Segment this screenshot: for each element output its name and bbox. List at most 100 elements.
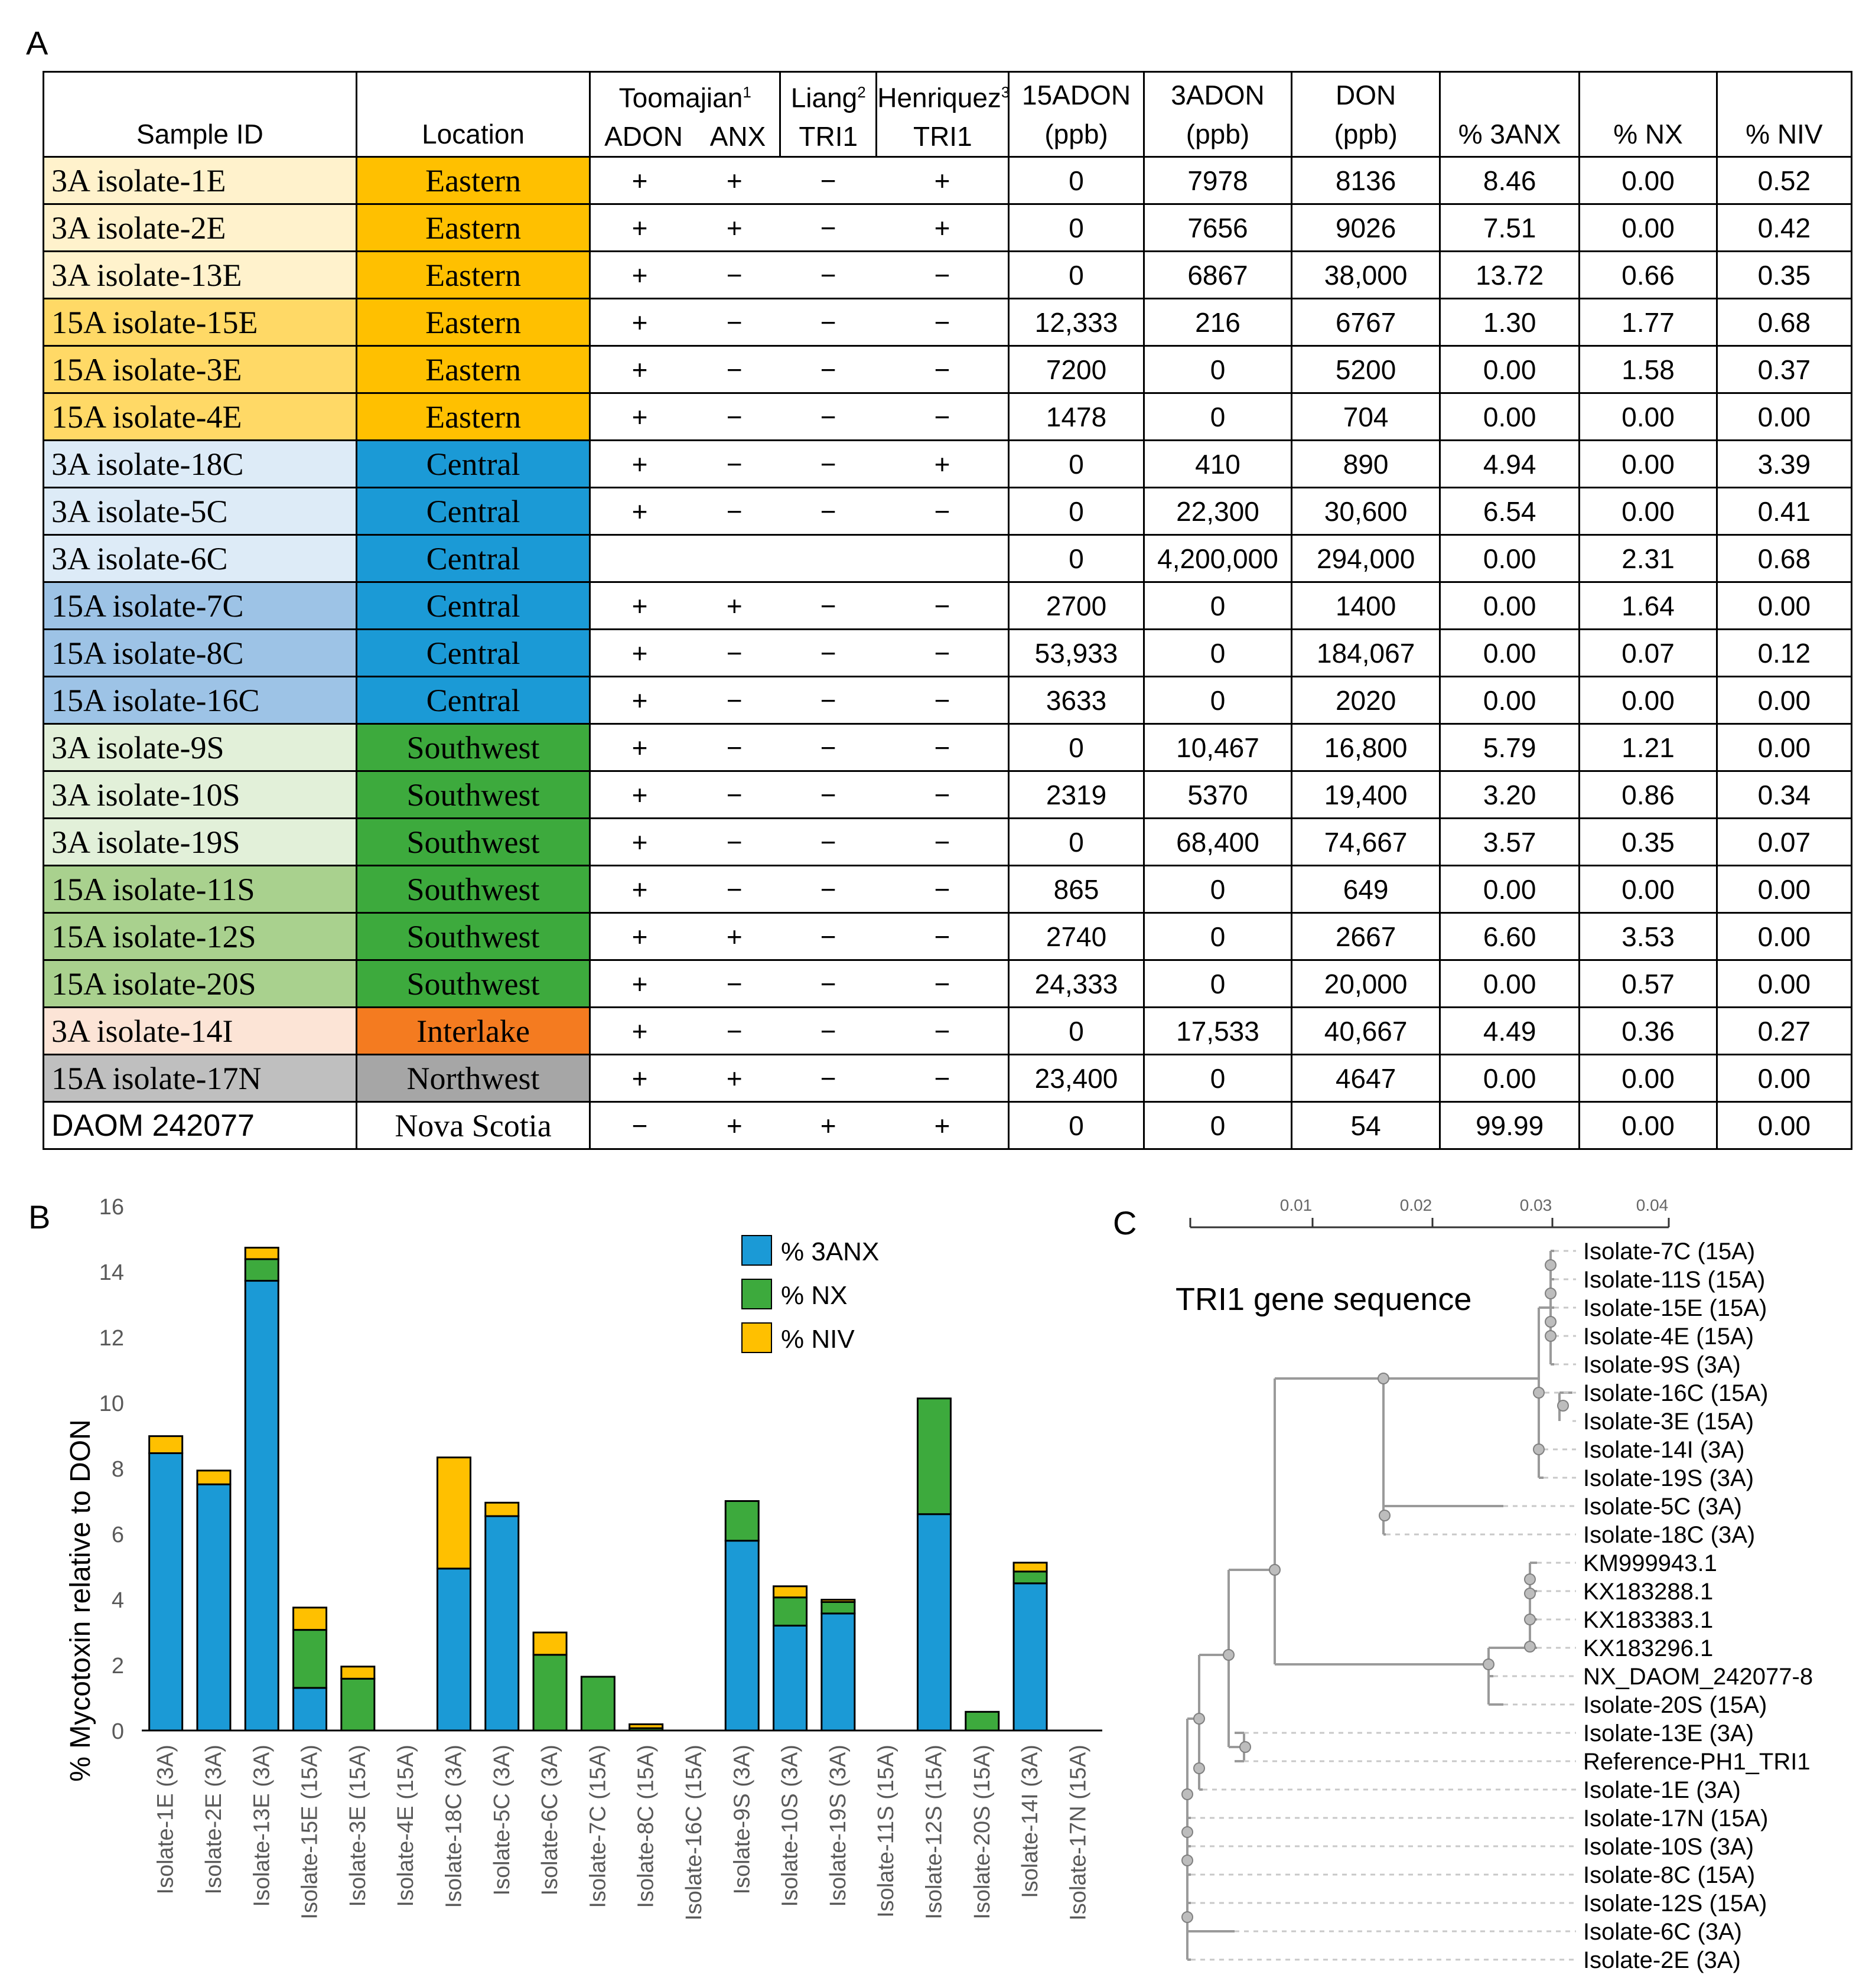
a3-cell: 0 — [1142, 345, 1293, 395]
pnx-cell: 0.57 — [1578, 959, 1718, 1009]
anx-cell: − — [688, 676, 780, 725]
tree-branches — [1186, 1250, 1572, 1961]
don-cell: 30,600 — [1291, 487, 1441, 536]
table-row: 3A isolate-1E Eastern + + − +0 7978 8136 8.46 0.0… — [43, 156, 1853, 206]
a3-cell: 0 — [1142, 581, 1293, 631]
henr-cell: − — [876, 1006, 1009, 1056]
a15-cell: 53,933 — [1008, 628, 1145, 678]
p3anx-cell: 0.00 — [1438, 676, 1581, 725]
header-henriquez: Henriquez3 TRI1 — [875, 70, 1010, 158]
x-tick-label: Isolate-16C (15A) — [682, 1745, 706, 1921]
tree-leaf-label: Isolate-19S (3A) — [1583, 1465, 1754, 1491]
tree-leaf-label: Isolate-11S (15A) — [1583, 1267, 1765, 1293]
a15-cell: 0 — [1008, 156, 1145, 206]
tree-leaf-label: Isolate-10S (3A) — [1583, 1834, 1754, 1860]
liang-cell: − — [780, 250, 877, 300]
sample-id-cell: 15A isolate-20S — [43, 959, 357, 1009]
anx-cell: − — [688, 723, 780, 773]
a15-cell: 1478 — [1008, 392, 1145, 442]
header-pct-3anx: % 3ANX — [1438, 70, 1581, 158]
y-tick-label: 16 — [99, 1195, 124, 1220]
a15-cell: 0 — [1008, 250, 1145, 300]
sample-id-cell: 15A isolate-15E — [43, 298, 357, 347]
liang-cell: − — [780, 1054, 877, 1103]
tree-leaf-label: NX_DAOM_242077-8 — [1583, 1664, 1813, 1690]
legend-swatch — [741, 1322, 772, 1353]
liang-cell: − — [780, 723, 877, 773]
p3anx-cell: 0.00 — [1438, 959, 1581, 1009]
pniv-cell: 3.39 — [1715, 439, 1853, 489]
table-header-row: Sample ID Location Toomajian1 ADON ANX Li… — [43, 70, 1853, 158]
don-cell: 9026 — [1291, 203, 1441, 253]
bar-segment — [532, 1631, 568, 1656]
sample-id-cell: 3A isolate-1E — [43, 156, 357, 206]
liang-cell — [780, 534, 877, 584]
stacked-bar-chart: % Mycotoxin relative to DON 0 2 4 6 8 10 12 14 1… — [65, 1195, 1102, 1921]
liang-cell: − — [780, 912, 877, 962]
a3-cell: 0 — [1142, 392, 1293, 442]
table-row: 3A isolate-14I Interlake + − − −0 17,533 40,667… — [43, 1006, 1853, 1056]
sample-id-cell: 3A isolate-18C — [43, 439, 357, 489]
location-cell: Southwest — [355, 865, 591, 914]
y-axis-label: % Mycotoxin relative to DON — [65, 1419, 96, 1782]
y-tick-label: 12 — [99, 1326, 124, 1351]
table-row: 3A isolate-6C Central 0 4,200,000 294,000 0.0… — [43, 534, 1853, 584]
adon-cell: + — [589, 392, 689, 442]
x-tick-label: Isolate-18C (3A) — [441, 1745, 466, 1908]
liang-cell: − — [780, 392, 877, 442]
adon-cell: + — [589, 959, 689, 1009]
p3anx-cell: 3.20 — [1438, 770, 1581, 820]
anx-cell: + — [688, 912, 780, 962]
x-tick-label: Isolate-10S (3A) — [778, 1745, 803, 1907]
location-cell: Eastern — [355, 298, 591, 347]
bar-segment — [773, 1585, 808, 1599]
adon-cell: + — [589, 676, 689, 725]
bar-segment — [916, 1513, 952, 1732]
adon-cell: + — [589, 628, 689, 678]
tree-leaf-label: Isolate-5C (3A) — [1583, 1494, 1742, 1520]
location-cell: Eastern — [355, 203, 591, 253]
liang-cell: − — [780, 1006, 877, 1056]
henr-cell: − — [876, 959, 1009, 1009]
don-cell: 4647 — [1291, 1054, 1441, 1103]
tree-node — [1545, 1288, 1557, 1299]
bar-segment — [340, 1666, 376, 1680]
location-cell: Southwest — [355, 912, 591, 962]
liang-cell: + — [780, 1101, 877, 1151]
phylogenetic-tree: 0.01 0.02 0.03 0.04 TRI1 gene sequence Isol… — [1176, 1196, 1813, 1973]
don-cell: 649 — [1291, 865, 1441, 914]
anx-cell: − — [688, 959, 780, 1009]
bar-segment — [773, 1596, 808, 1627]
x-tick-label: Isolate-14I (3A) — [1018, 1745, 1043, 1898]
henr-cell: + — [876, 439, 1009, 489]
tree-node — [1524, 1588, 1536, 1599]
henr-cell: + — [876, 1101, 1009, 1151]
bar-segment — [484, 1515, 520, 1732]
table-row: DAOM 242077 Nova Scotia − + + +0 0 54 99.99 0.00 0… — [43, 1101, 1853, 1151]
location-cell: Central — [355, 534, 591, 584]
tree-leaf-label: Isolate-20S (15A) — [1583, 1692, 1767, 1718]
x-tick-label: Isolate-1E (3A) — [154, 1745, 178, 1894]
a15-cell: 865 — [1008, 865, 1145, 914]
pniv-cell: 0.00 — [1715, 581, 1853, 631]
bar-segment — [532, 1654, 568, 1732]
x-tick-label: Isolate-12S (15A) — [922, 1745, 946, 1919]
a15-cell: 0 — [1008, 439, 1145, 489]
bar-segment — [484, 1501, 520, 1517]
scale-tick-label: 0.03 — [1520, 1196, 1552, 1214]
a3-cell: 0 — [1142, 912, 1293, 962]
henr-cell: + — [876, 156, 1009, 206]
liang-cell: − — [780, 298, 877, 347]
tree-leaf-label: Isolate-13E (3A) — [1583, 1720, 1754, 1746]
table-row: 3A isolate-13E Eastern + − − −0 6867 38,000 13.7… — [43, 250, 1853, 300]
tree-title: TRI1 gene sequence — [1176, 1282, 1471, 1317]
location-cell: Northwest — [355, 1054, 591, 1103]
adon-cell: + — [589, 1006, 689, 1056]
pnx-cell: 0.00 — [1578, 439, 1718, 489]
bar-segment — [724, 1540, 760, 1732]
p3anx-cell: 0.00 — [1438, 581, 1581, 631]
adon-cell: + — [589, 912, 689, 962]
scale-tick-label: 0.02 — [1400, 1196, 1432, 1214]
tree-node — [1223, 1649, 1235, 1661]
tree-node — [1533, 1443, 1545, 1455]
